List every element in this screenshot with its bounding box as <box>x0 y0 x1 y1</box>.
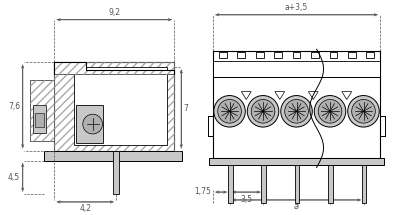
Text: 9,2: 9,2 <box>108 8 120 17</box>
Bar <box>44 151 182 161</box>
Bar <box>274 52 282 58</box>
Circle shape <box>348 95 379 127</box>
Text: 4,2: 4,2 <box>79 204 91 213</box>
Bar <box>292 52 300 58</box>
Bar <box>366 52 374 58</box>
Bar <box>30 80 54 141</box>
Bar <box>237 52 245 58</box>
Circle shape <box>314 95 346 127</box>
Polygon shape <box>342 92 352 100</box>
Bar <box>76 105 104 143</box>
Bar <box>228 166 232 203</box>
Circle shape <box>247 95 279 127</box>
Text: a+3,5: a+3,5 <box>285 3 308 12</box>
Bar <box>219 52 226 58</box>
Bar <box>54 62 174 151</box>
Text: 1,75: 1,75 <box>194 187 211 196</box>
Circle shape <box>218 100 241 123</box>
Circle shape <box>251 100 275 123</box>
Text: 7: 7 <box>184 104 189 113</box>
Polygon shape <box>54 62 174 74</box>
Bar <box>256 52 264 58</box>
Text: 3,5: 3,5 <box>240 195 252 204</box>
Text: 4,5: 4,5 <box>8 173 20 182</box>
Bar <box>213 59 380 158</box>
Circle shape <box>214 95 245 127</box>
Bar <box>74 67 166 145</box>
Bar <box>209 158 384 166</box>
Polygon shape <box>308 92 318 100</box>
Text: a: a <box>294 202 299 211</box>
Bar <box>54 62 174 151</box>
Circle shape <box>352 100 375 123</box>
Circle shape <box>83 114 102 134</box>
Bar <box>32 105 46 133</box>
Circle shape <box>281 95 312 127</box>
Polygon shape <box>241 92 251 100</box>
Circle shape <box>285 100 308 123</box>
Bar <box>362 166 366 203</box>
Bar <box>30 80 54 141</box>
Circle shape <box>318 100 342 123</box>
Bar <box>330 52 338 58</box>
Text: 7,6: 7,6 <box>8 102 20 111</box>
Bar <box>34 113 44 127</box>
Polygon shape <box>275 92 285 100</box>
Bar <box>311 52 319 58</box>
Bar <box>261 166 266 203</box>
Bar <box>213 51 380 77</box>
Bar <box>348 52 356 58</box>
Bar <box>328 166 333 203</box>
Bar <box>294 166 300 203</box>
Bar <box>113 151 119 194</box>
